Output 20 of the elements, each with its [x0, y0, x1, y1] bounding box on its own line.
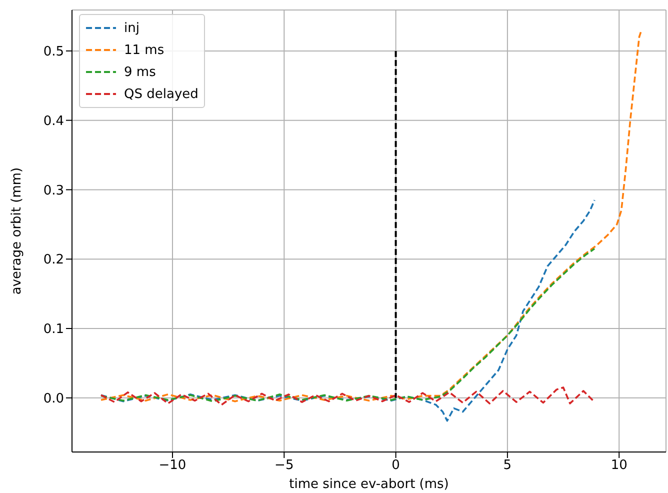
legend-label: 11 ms [124, 42, 164, 58]
y-tick-label: 0.1 [43, 322, 64, 338]
legend-label: 9 ms [124, 64, 156, 80]
y-tick-label: 0.0 [43, 391, 64, 406]
x-tick-label: −10 [158, 458, 186, 474]
y-tick-label: 0.3 [43, 183, 64, 198]
y-tick-label: 0.4 [43, 114, 64, 129]
line-series [100, 248, 596, 402]
x-tick-label: 5 [503, 458, 512, 474]
legend-label: inj [124, 20, 140, 36]
legend-label: QS delayed [124, 86, 198, 102]
line-series [100, 199, 596, 422]
x-tick-label: −5 [274, 458, 294, 474]
x-axis-title: time since ev-abort (ms) [289, 477, 449, 492]
y-tick-label: 0.5 [43, 44, 64, 60]
x-tick-label: 10 [610, 458, 628, 474]
x-tick-label: 0 [392, 458, 400, 474]
line-series [100, 386, 596, 406]
y-axis-title: average orbit (mm) [10, 167, 25, 295]
y-tick-label: 0.2 [43, 252, 64, 268]
